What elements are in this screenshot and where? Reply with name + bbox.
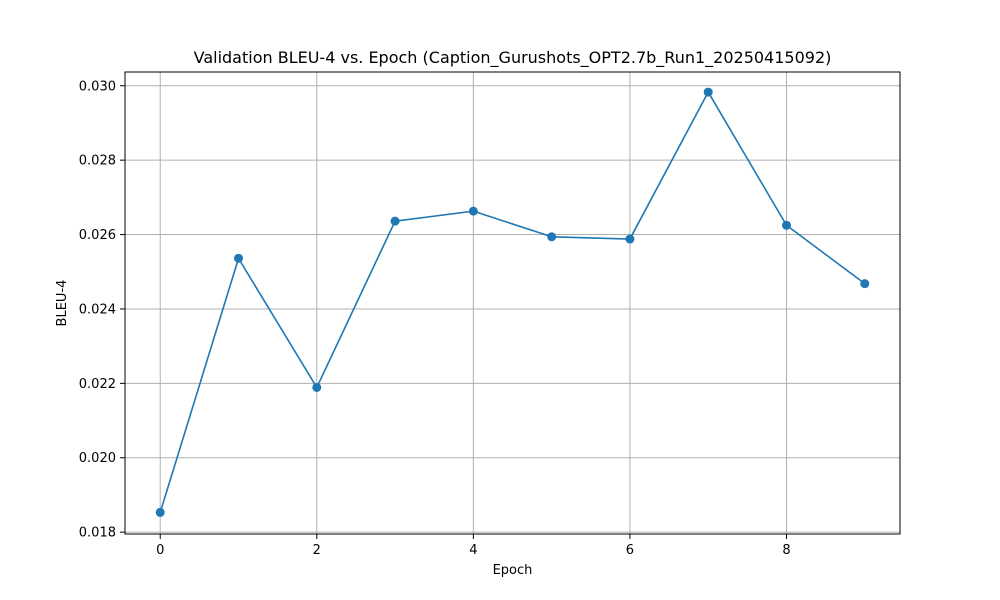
data-point [625,234,635,244]
grid [125,72,900,534]
series-line [159,91,866,513]
data-point [155,507,165,517]
x-tick-label: 0 [156,543,164,558]
x-tick-label: 4 [469,543,477,558]
data-point [781,220,791,230]
data-point [547,232,557,242]
x-axis-label: Epoch [493,563,533,578]
data-point [703,87,713,97]
chart-title: Validation BLEU-4 vs. Epoch (Caption_Gur… [194,48,832,68]
y-tick-label: 0.020 [79,451,116,466]
y-axis-label: BLEU-4 [55,280,70,327]
y-tick-label: 0.026 [79,228,116,243]
y-tick-label: 0.022 [79,377,116,392]
data-point [860,279,870,289]
y-tick-label: 0.030 [79,79,116,94]
x-tick-label: 6 [626,543,634,558]
y-tick-label: 0.018 [79,526,116,541]
plot-frame [124,71,901,535]
x-tick-label: 8 [782,543,790,558]
data-point [468,206,478,216]
x-tick-label: 2 [313,543,321,558]
data-point [312,382,322,392]
series [155,87,870,517]
data-point [390,216,400,226]
data-point [234,253,244,263]
y-tick-label: 0.024 [79,302,116,317]
ticks: 0 2 4 6 8 0.018 0.020 0.022 0.024 0.026 0.028 0.030 [79,79,791,558]
y-tick-label: 0.028 [79,154,116,169]
